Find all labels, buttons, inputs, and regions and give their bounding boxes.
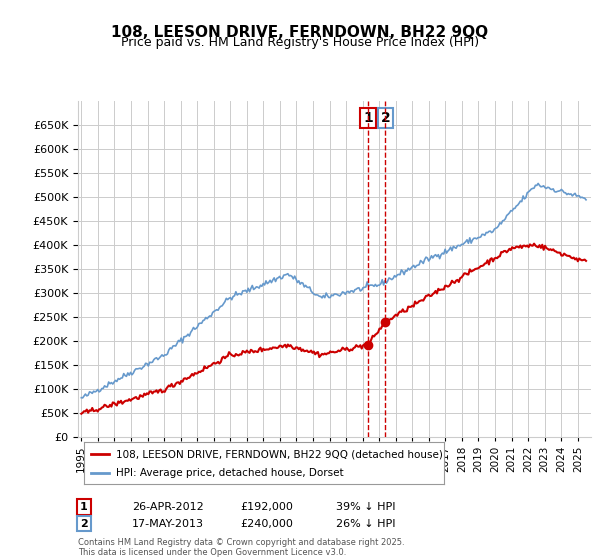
Text: HPI: Average price, detached house, Dorset: HPI: Average price, detached house, Dors…: [116, 468, 344, 478]
Text: 39% ↓ HPI: 39% ↓ HPI: [336, 502, 395, 512]
Text: 26-APR-2012: 26-APR-2012: [132, 502, 204, 512]
Text: 108, LEESON DRIVE, FERNDOWN, BH22 9QQ (detached house): 108, LEESON DRIVE, FERNDOWN, BH22 9QQ (d…: [116, 449, 443, 459]
Text: 2: 2: [80, 519, 88, 529]
Text: 108, LEESON DRIVE, FERNDOWN, BH22 9QQ: 108, LEESON DRIVE, FERNDOWN, BH22 9QQ: [112, 25, 488, 40]
Text: 1: 1: [363, 111, 373, 125]
Text: £192,000: £192,000: [240, 502, 293, 512]
Text: Price paid vs. HM Land Registry's House Price Index (HPI): Price paid vs. HM Land Registry's House …: [121, 36, 479, 49]
Text: £240,000: £240,000: [240, 519, 293, 529]
Text: 17-MAY-2013: 17-MAY-2013: [132, 519, 204, 529]
Text: 26% ↓ HPI: 26% ↓ HPI: [336, 519, 395, 529]
Text: 2: 2: [380, 111, 391, 125]
Text: Contains HM Land Registry data © Crown copyright and database right 2025.
This d: Contains HM Land Registry data © Crown c…: [78, 538, 404, 557]
Text: 1: 1: [80, 502, 88, 512]
